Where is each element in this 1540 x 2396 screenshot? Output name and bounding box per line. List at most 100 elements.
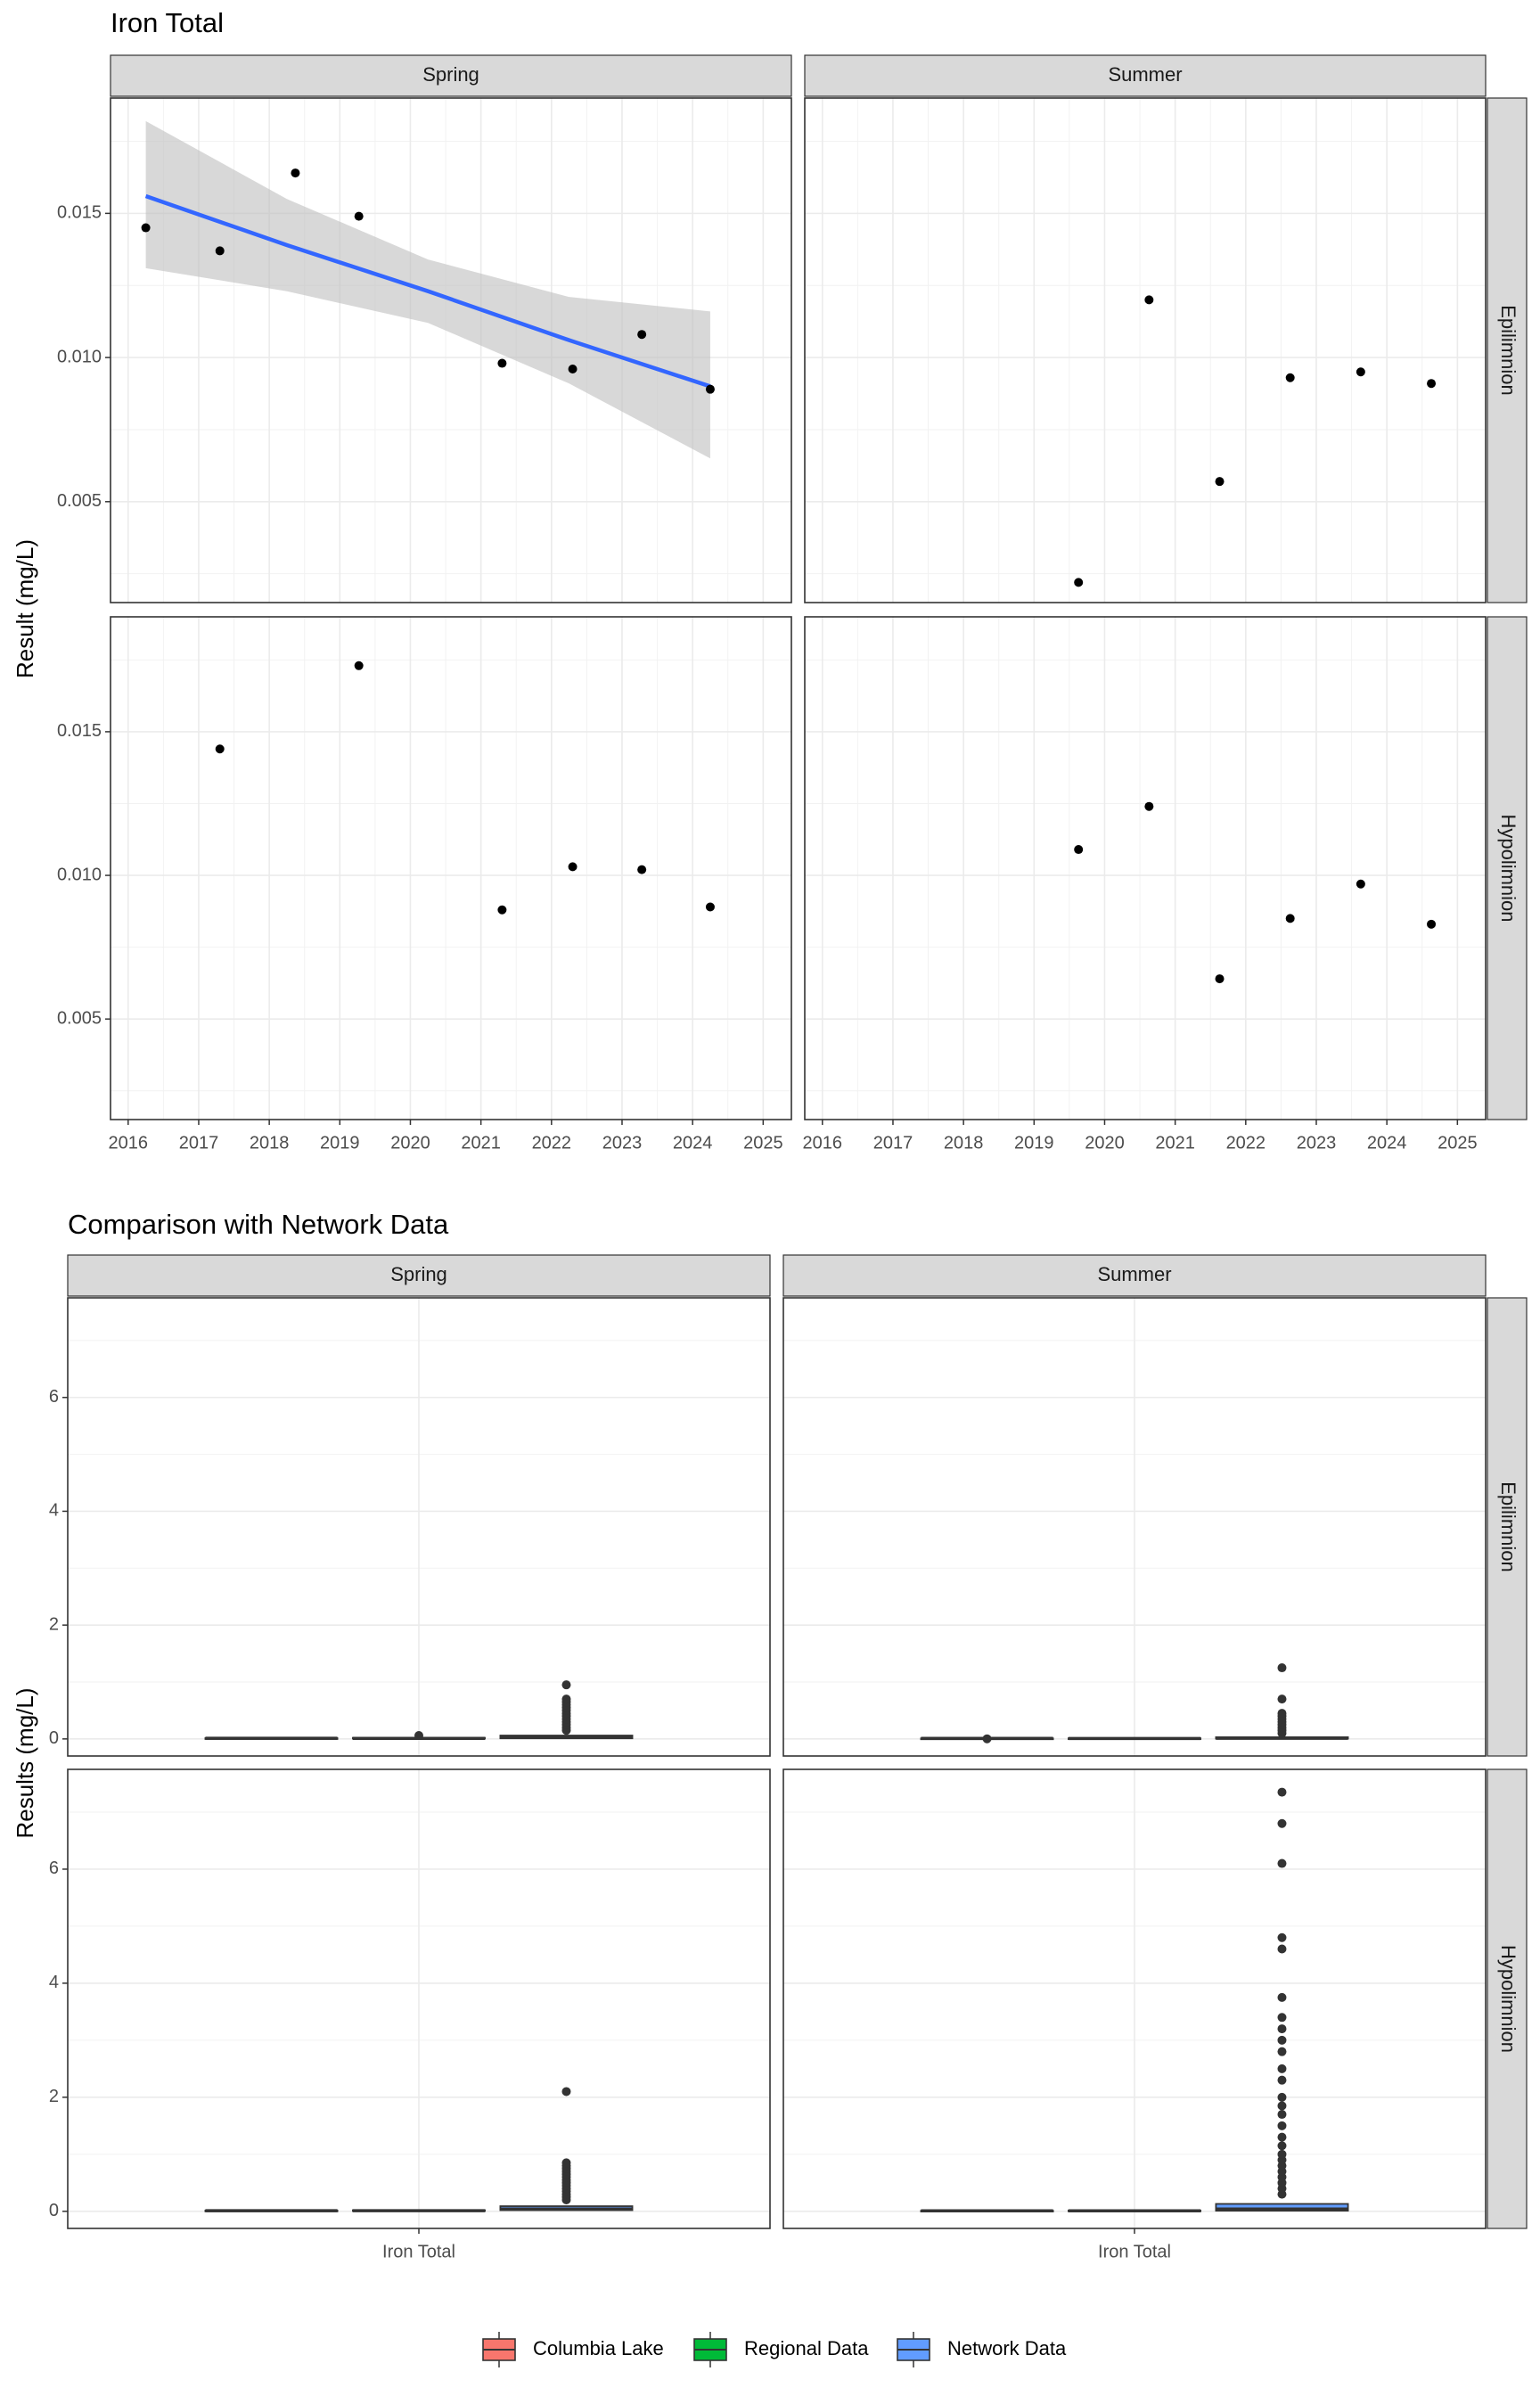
data-point xyxy=(215,246,225,256)
x-tick-label: 2022 xyxy=(1226,1133,1266,1153)
panel-border xyxy=(804,97,1487,603)
panel-summer-hypolimnion xyxy=(782,1768,1487,2229)
data-point xyxy=(1356,367,1365,377)
x-tick-label: Iron Total xyxy=(1098,2242,1171,2261)
chart-title: Comparison with Network Data xyxy=(68,1209,449,1240)
y-tick-label: 0 xyxy=(49,1728,59,1748)
y-tick-label: 0.005 xyxy=(57,491,102,511)
data-point xyxy=(1074,578,1084,587)
iron-total-chart: Iron Total Result (mg/L) Spring Summer Epili… xyxy=(12,7,1528,1153)
data-point xyxy=(1215,477,1225,487)
outlier-point xyxy=(1277,1932,1287,1942)
legend-label-network-data: Network Data xyxy=(947,2337,1067,2359)
facet-strip xyxy=(1487,1297,1528,1757)
facet-label-summer: Summer xyxy=(1108,63,1182,86)
facet-label-epilimnion: Epilimnion xyxy=(1497,305,1520,396)
data-point xyxy=(354,211,364,221)
x-tick-label: 2016 xyxy=(803,1133,843,1153)
outlier-point xyxy=(1277,2121,1287,2130)
y-tick-label: 4 xyxy=(49,1973,59,1992)
legend-label-columbia-lake: Columbia Lake xyxy=(533,2337,664,2359)
outlier-point xyxy=(1277,1663,1287,1673)
data-point xyxy=(705,384,715,394)
data-point xyxy=(1285,914,1295,923)
legend: Columbia Lake Regional Data Network Data xyxy=(482,2332,1067,2367)
y-tick-label: 0 xyxy=(49,2201,59,2220)
x-tick-label: 2021 xyxy=(461,1133,501,1153)
x-tick-label: 2018 xyxy=(944,1133,984,1153)
x-tick-label: 2023 xyxy=(1297,1133,1337,1153)
x-tick-label: 2023 xyxy=(602,1133,643,1153)
x-tick-label: 2025 xyxy=(1438,1133,1478,1153)
data-point xyxy=(568,862,578,872)
data-point xyxy=(1144,801,1154,811)
y-tick-label: 0.010 xyxy=(57,347,102,366)
outlier-point xyxy=(1277,2064,1287,2073)
data-point xyxy=(497,358,507,368)
facet-strip xyxy=(110,54,792,97)
trend-line xyxy=(144,193,711,389)
x-tick-label: 2020 xyxy=(390,1133,430,1153)
data-point xyxy=(1074,845,1084,855)
legend-label-regional-data: Regional Data xyxy=(744,2337,869,2359)
facet-label-epilimnion: Epilimnion xyxy=(1497,1481,1520,1572)
data-point xyxy=(1144,295,1154,305)
x-tick-label: 2019 xyxy=(1014,1133,1054,1153)
x-tick-label: 2017 xyxy=(179,1133,219,1153)
panel-border xyxy=(782,1297,1487,1757)
panel-border xyxy=(110,97,792,603)
data-point xyxy=(291,168,300,178)
facet-strip xyxy=(782,1254,1487,1297)
panel-border xyxy=(67,1297,771,1757)
panel-summer-epilimnion xyxy=(804,97,1487,603)
chart-title: Iron Total xyxy=(111,7,224,38)
box-network-data xyxy=(1215,2203,1349,2212)
x-tick-label: 2022 xyxy=(532,1133,572,1153)
y-tick-label: 0.015 xyxy=(57,203,102,223)
outlier-point xyxy=(1277,2035,1287,2045)
panel-border xyxy=(804,616,1487,1120)
data-point xyxy=(1427,919,1437,929)
y-tick-label: 4 xyxy=(49,1501,59,1521)
outlier-point xyxy=(1277,2132,1287,2142)
outlier-point xyxy=(561,1680,571,1690)
outlier-point xyxy=(1277,2101,1287,2111)
outlier-point xyxy=(1277,1787,1287,1797)
facet-label-summer: Summer xyxy=(1097,1263,1171,1285)
panel-summer-epilimnion xyxy=(782,1297,1487,1757)
data-point xyxy=(354,661,364,670)
outlier-point xyxy=(1277,1709,1287,1719)
outlier-point xyxy=(1277,1859,1287,1868)
y-axis-label: Result (mg/L) xyxy=(12,539,38,678)
y-tick-label: 0.005 xyxy=(57,1008,102,1028)
network-comparison-chart: Comparison with Network Data Results (mg/… xyxy=(12,1209,1528,2367)
facet-strip xyxy=(67,1254,771,1297)
outlier-point xyxy=(1277,2110,1287,2120)
x-tick-label: 2024 xyxy=(1367,1133,1407,1153)
panel-border xyxy=(110,616,792,1120)
outlier-point xyxy=(561,2158,571,2168)
panel-background xyxy=(805,98,1486,603)
outlier-point xyxy=(1277,2075,1287,2085)
facet-strip xyxy=(804,54,1487,97)
panel-spring-epilimnion xyxy=(110,97,792,603)
data-point xyxy=(1285,373,1295,382)
data-point xyxy=(1215,974,1225,984)
outlier-point xyxy=(414,1731,423,1741)
data-point xyxy=(1427,379,1437,389)
data-point xyxy=(637,865,647,874)
x-tick-label: 2020 xyxy=(1085,1133,1125,1153)
panel-background xyxy=(805,617,1486,1120)
panel-summer-hypolimnion xyxy=(804,616,1487,1120)
data-point xyxy=(568,365,578,374)
outlier-point xyxy=(1277,1944,1287,1954)
facet-label-hypolimnion: Hypolimnion xyxy=(1497,1945,1520,2053)
data-point xyxy=(705,902,715,912)
outlier-point xyxy=(1277,1992,1287,2002)
y-axis-label: Results (mg/L) xyxy=(12,1687,38,1838)
x-tick-label: 2016 xyxy=(109,1133,149,1153)
y-tick-label: 0.015 xyxy=(57,721,102,741)
data-point xyxy=(497,905,507,915)
x-tick-label: 2021 xyxy=(1155,1133,1195,1153)
x-tick-label: 2018 xyxy=(250,1133,290,1153)
